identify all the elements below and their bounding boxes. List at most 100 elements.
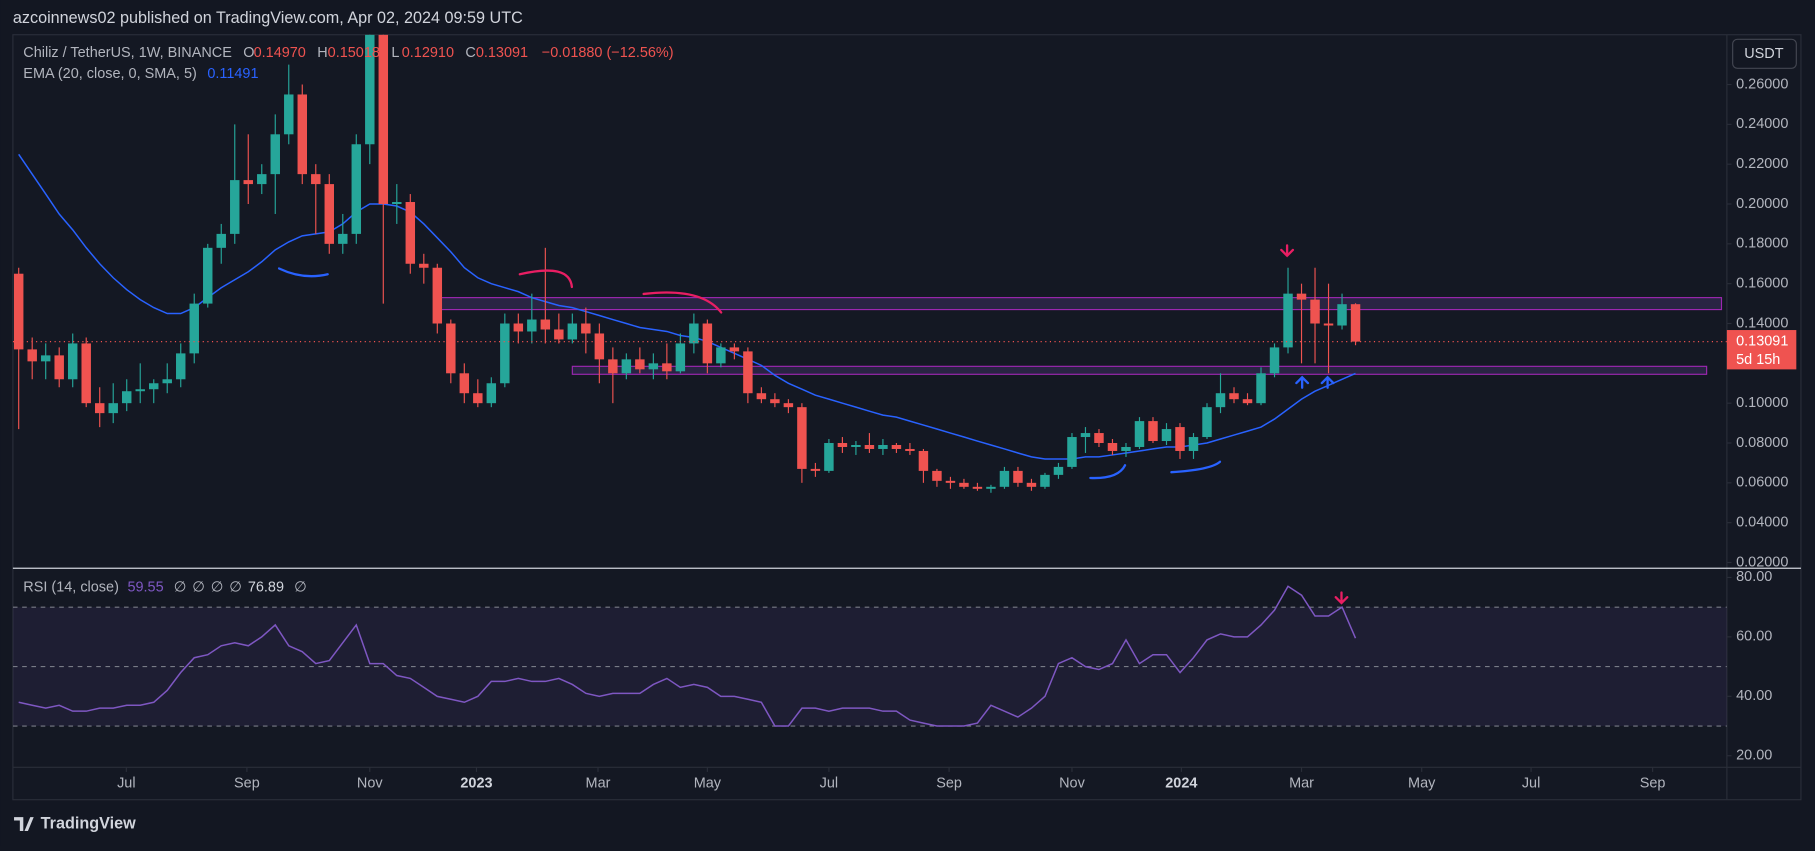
- candle-body: [878, 444, 888, 449]
- y-tick-label: 0.18000: [1736, 236, 1788, 252]
- candle: [135, 363, 145, 404]
- candle-body: [810, 468, 821, 471]
- drawing-curve: [277, 267, 329, 278]
- candle: [216, 223, 226, 264]
- candle: [986, 484, 996, 493]
- candle-body: [243, 180, 253, 185]
- rsi-label: RSI (14, close): [23, 580, 119, 596]
- candle: [797, 403, 807, 483]
- candle: [689, 313, 699, 354]
- candle: [365, 34, 375, 165]
- candle-body: [338, 233, 348, 244]
- main-pane: [12, 34, 1727, 493]
- candle: [635, 347, 645, 374]
- candle: [1202, 403, 1212, 440]
- x-tick-label: Sep: [936, 775, 962, 791]
- candle-body: [702, 323, 713, 364]
- candle-body: [216, 233, 226, 248]
- candle: [648, 353, 659, 380]
- drawing-curve: [1089, 464, 1127, 480]
- candle-body: [932, 470, 942, 481]
- candle-body: [756, 393, 767, 400]
- candle: [783, 399, 794, 414]
- x-tick-label: 2024: [1165, 775, 1197, 791]
- legend: Chiliz / TetherUS, 1W, BINANCE EMA (20, …: [23, 45, 232, 596]
- candle: [108, 383, 118, 424]
- candle-body: [297, 94, 307, 175]
- candle: [716, 343, 726, 368]
- candle-body: [486, 383, 497, 404]
- candle-body: [149, 383, 159, 390]
- candle-body: [1256, 373, 1266, 404]
- rsi-tick-label: 40.00: [1736, 688, 1772, 704]
- candle: [1161, 423, 1172, 445]
- candle-body: [1310, 299, 1320, 324]
- candle-body: [500, 323, 510, 384]
- x-tick-label: Jul: [117, 775, 135, 791]
- candle-body: [67, 343, 78, 380]
- rsi-legend-value: 76.89: [248, 580, 284, 596]
- candle: [554, 313, 564, 344]
- candle: [405, 194, 416, 274]
- rsi-tick-label: 60.00: [1736, 629, 1772, 645]
- candle-body: [621, 359, 632, 374]
- legend-key: C: [465, 45, 475, 61]
- chart-frame: [12, 34, 1802, 801]
- candle: [527, 293, 537, 344]
- candle: [878, 439, 888, 455]
- ema-line: [18, 153, 1356, 460]
- candle-body: [459, 373, 470, 394]
- candle-body: [1026, 482, 1037, 487]
- candle: [621, 353, 632, 380]
- candle: [486, 377, 497, 408]
- candle: [770, 393, 780, 408]
- y-tick-label: 0.26000: [1736, 76, 1788, 92]
- currency[interactable]: USDT: [1744, 46, 1784, 62]
- candle-body: [797, 407, 807, 469]
- candle-body: [365, 34, 375, 145]
- header: azcoinnews02 published on TradingView.co…: [13, 9, 523, 27]
- ema-value: 0.11491: [207, 66, 258, 82]
- footer: TradingView: [41, 814, 136, 832]
- candle-body: [473, 393, 483, 404]
- candle-body: [1269, 347, 1280, 374]
- candle-body: [13, 273, 24, 350]
- candle: [513, 313, 524, 344]
- candle-body: [945, 480, 956, 483]
- x-tick-label: May: [1408, 775, 1436, 791]
- candle: [324, 174, 335, 254]
- candle: [1323, 283, 1334, 374]
- candle-body: [1188, 437, 1199, 451]
- x-tick-label: Nov: [357, 775, 383, 791]
- y-tick-label: 0.06000: [1736, 475, 1788, 491]
- candle-body: [527, 319, 537, 332]
- candle: [1107, 439, 1118, 455]
- legend-key: L: [391, 45, 399, 61]
- legend-key: O: [243, 45, 254, 61]
- candle: [743, 347, 753, 404]
- candle: [500, 313, 510, 388]
- rsi-pane: [12, 585, 1727, 727]
- candle: [351, 134, 362, 244]
- y-tick-label: 0.10000: [1736, 395, 1788, 411]
- candle: [702, 319, 713, 374]
- candle: [270, 114, 280, 214]
- candle: [864, 433, 875, 453]
- candle: [824, 439, 834, 473]
- candle-body: [1283, 293, 1293, 348]
- candle: [27, 337, 37, 380]
- candle-body: [108, 403, 118, 414]
- candle-body: [94, 403, 105, 414]
- zone: [436, 297, 1723, 311]
- candle-body: [594, 333, 605, 360]
- candle: [446, 319, 456, 384]
- currency-button[interactable]: [1732, 38, 1797, 69]
- candle-body: [581, 323, 591, 334]
- candle: [1040, 472, 1050, 489]
- candle: [1310, 267, 1320, 364]
- x-tick-label: Jul: [1522, 775, 1540, 791]
- y-tick-label: 0.20000: [1736, 196, 1788, 212]
- rsi-value: 59.55: [127, 580, 163, 596]
- drawing-curve: [1170, 460, 1222, 474]
- candle: [608, 347, 618, 404]
